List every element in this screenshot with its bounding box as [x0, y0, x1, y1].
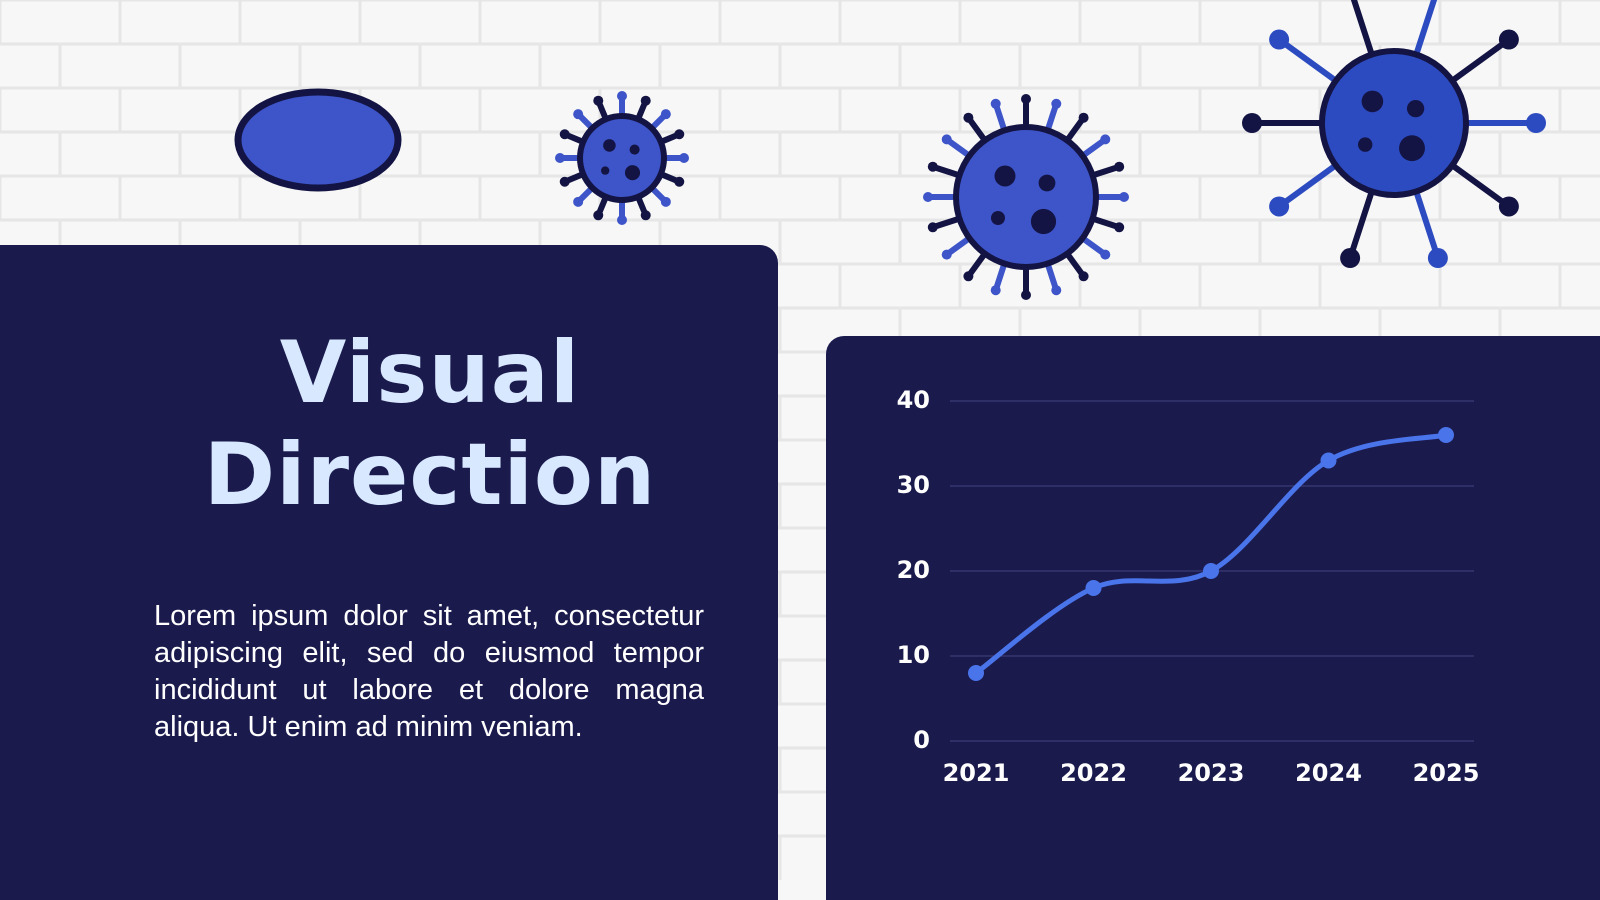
- y-tick-label: 40: [897, 386, 930, 414]
- virus-spot: [1358, 137, 1373, 152]
- virus-spot: [629, 144, 640, 155]
- text-panel: [0, 245, 778, 900]
- virus-tip: [593, 210, 604, 221]
- virus-tip: [963, 271, 974, 282]
- virus-tip: [1100, 249, 1111, 260]
- virus-spot: [1030, 208, 1057, 235]
- virus-tip: [941, 134, 952, 145]
- x-tick-label: 2021: [943, 759, 1010, 787]
- virus-tip: [593, 95, 604, 106]
- line: [973, 432, 1449, 676]
- point: [968, 665, 984, 681]
- virus-spot: [1361, 90, 1384, 113]
- virus-spot: [991, 211, 1005, 225]
- virus-tip: [617, 91, 627, 101]
- chart-panel: [826, 336, 1600, 900]
- slide-title: Visual Direction: [203, 323, 657, 525]
- virus-tip: [559, 176, 570, 187]
- virus-tip: [1119, 192, 1129, 202]
- virus-spot: [1406, 99, 1425, 118]
- x-tick-label: 2023: [1178, 759, 1245, 787]
- virus-spike: [1276, 36, 1339, 84]
- virus-tip: [963, 112, 974, 123]
- virus-tip: [660, 196, 671, 207]
- virus-tip: [1021, 290, 1031, 300]
- body-text: Lorem ipsum dolor sit amet, consectetur …: [154, 600, 704, 743]
- virus-body: [577, 113, 667, 203]
- virus-tip: [941, 249, 952, 260]
- point: [1438, 427, 1454, 443]
- virus-tip: [923, 192, 933, 202]
- virus-tip: [990, 285, 1001, 296]
- virus-spike: [1449, 162, 1512, 210]
- virus-tip: [1114, 222, 1125, 233]
- microbe: [234, 88, 402, 192]
- virus-tip: [1100, 134, 1111, 145]
- virus-body: [1319, 48, 1469, 198]
- point: [1320, 452, 1337, 469]
- virus-spot: [624, 165, 641, 181]
- virus-tip: [674, 129, 685, 140]
- virus-tip: [1269, 196, 1290, 217]
- virus-tip: [674, 176, 685, 187]
- virus-spike: [1350, 0, 1375, 58]
- virus-tip: [640, 210, 651, 221]
- y-tick-label: 10: [897, 641, 930, 669]
- virus-tip: [1051, 98, 1062, 109]
- virus-tip: [1498, 29, 1519, 50]
- virus-tip: [1051, 285, 1062, 296]
- x-tick-label: 2022: [1060, 759, 1127, 787]
- virus-tip: [559, 129, 570, 140]
- virus-tip: [617, 215, 627, 225]
- point: [1085, 580, 1102, 596]
- point: [1203, 563, 1219, 579]
- virus-tip: [927, 222, 938, 233]
- virus-spike: [1347, 188, 1375, 262]
- y-tick-label: 0: [913, 726, 930, 754]
- virus-tip: [1078, 112, 1089, 123]
- virus-tip: [1269, 29, 1290, 50]
- x-tick-label: 2025: [1413, 759, 1480, 787]
- x-tick-label: 2024: [1295, 759, 1362, 787]
- virus-tip: [1242, 113, 1262, 133]
- virus-spot: [994, 165, 1016, 187]
- y-tick-label: 30: [897, 471, 930, 499]
- virus-spike: [1276, 162, 1339, 210]
- virus-spike: [1413, 188, 1441, 262]
- virus-tip: [927, 161, 938, 172]
- virus-spot: [1038, 174, 1056, 192]
- virus-spike: [1449, 36, 1512, 84]
- virus-tip: [1498, 196, 1519, 217]
- virus-body: [953, 124, 1099, 270]
- virus-tip: [1526, 113, 1546, 133]
- virus-spot: [1399, 135, 1425, 162]
- virus-tip: [640, 95, 651, 106]
- virus-tip: [1078, 271, 1089, 282]
- virus-tip: [990, 98, 1001, 109]
- virus-tip: [660, 109, 671, 120]
- virus-tip: [679, 153, 689, 163]
- virus-tip: [1021, 94, 1031, 104]
- virus-tip: [573, 196, 584, 207]
- virus-spike: [1413, 0, 1438, 58]
- y-tick-label: 20: [897, 556, 930, 584]
- virus-tip: [1340, 248, 1361, 269]
- virus-spot: [603, 139, 616, 152]
- virus-spot: [601, 166, 610, 175]
- virus-tip: [573, 109, 584, 120]
- virus-tip: [1114, 161, 1125, 172]
- virus-tip: [555, 153, 565, 163]
- virus-tip: [1427, 248, 1448, 269]
